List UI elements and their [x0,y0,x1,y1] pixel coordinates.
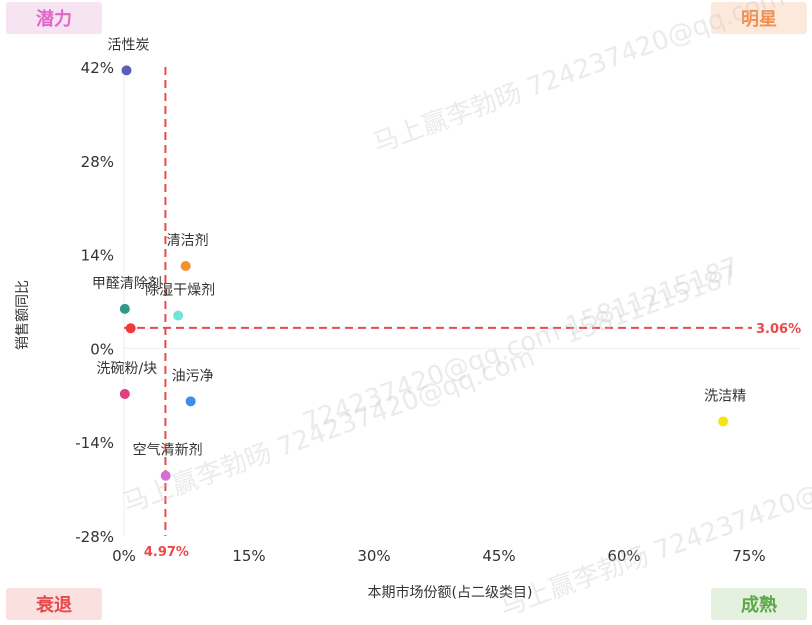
data-label: 活性炭 [108,37,150,53]
x-tick-label: 0% [112,547,136,565]
data-label: 空气清新剂 [133,443,203,459]
data-point [119,303,130,314]
data-point [125,323,136,334]
y-tick-label: -14% [75,434,114,452]
x-axis-label: 本期市场份额(占二级类目) [367,585,533,601]
x-tick-label: 75% [732,547,765,565]
data-label: 洗洁精 [704,388,746,404]
y-tick-label: -28% [75,528,114,546]
data-point [160,470,171,481]
quadrant-label-potential: 潜力 [6,2,102,34]
y-tick-label: 14% [81,247,114,265]
data-point [180,260,191,271]
x-tick-label: 15% [232,547,265,565]
data-label: 甲醛清除剂 [92,276,162,292]
data-point [185,396,196,407]
quadrant-label-star: 明星 [711,2,807,34]
y-tick-label: 28% [81,153,114,171]
y-tick-label: 42% [81,59,114,77]
data-point [718,416,729,427]
data-label: 洗碗粉/块 [96,361,157,377]
x-tick-label: 60% [607,547,640,565]
quadrant-label-mature: 成熟 [711,588,807,620]
data-point [121,65,132,76]
x-tick-label: 45% [482,547,515,565]
x-tick-label: 30% [357,547,390,565]
y-tick-label: 0% [90,340,114,358]
data-label: 除湿干燥剂 [145,283,215,299]
reference-label-x: 4.97% [144,545,189,560]
data-label: 清洁剂 [167,233,209,249]
data-point [173,310,184,321]
reference-label-y: 3.06% [756,322,801,337]
y-axis-label: 销售额同比 [15,280,31,350]
quadrant-label-decline: 衰退 [6,588,102,620]
data-label: 油污净 [172,368,214,384]
data-point [119,388,130,399]
